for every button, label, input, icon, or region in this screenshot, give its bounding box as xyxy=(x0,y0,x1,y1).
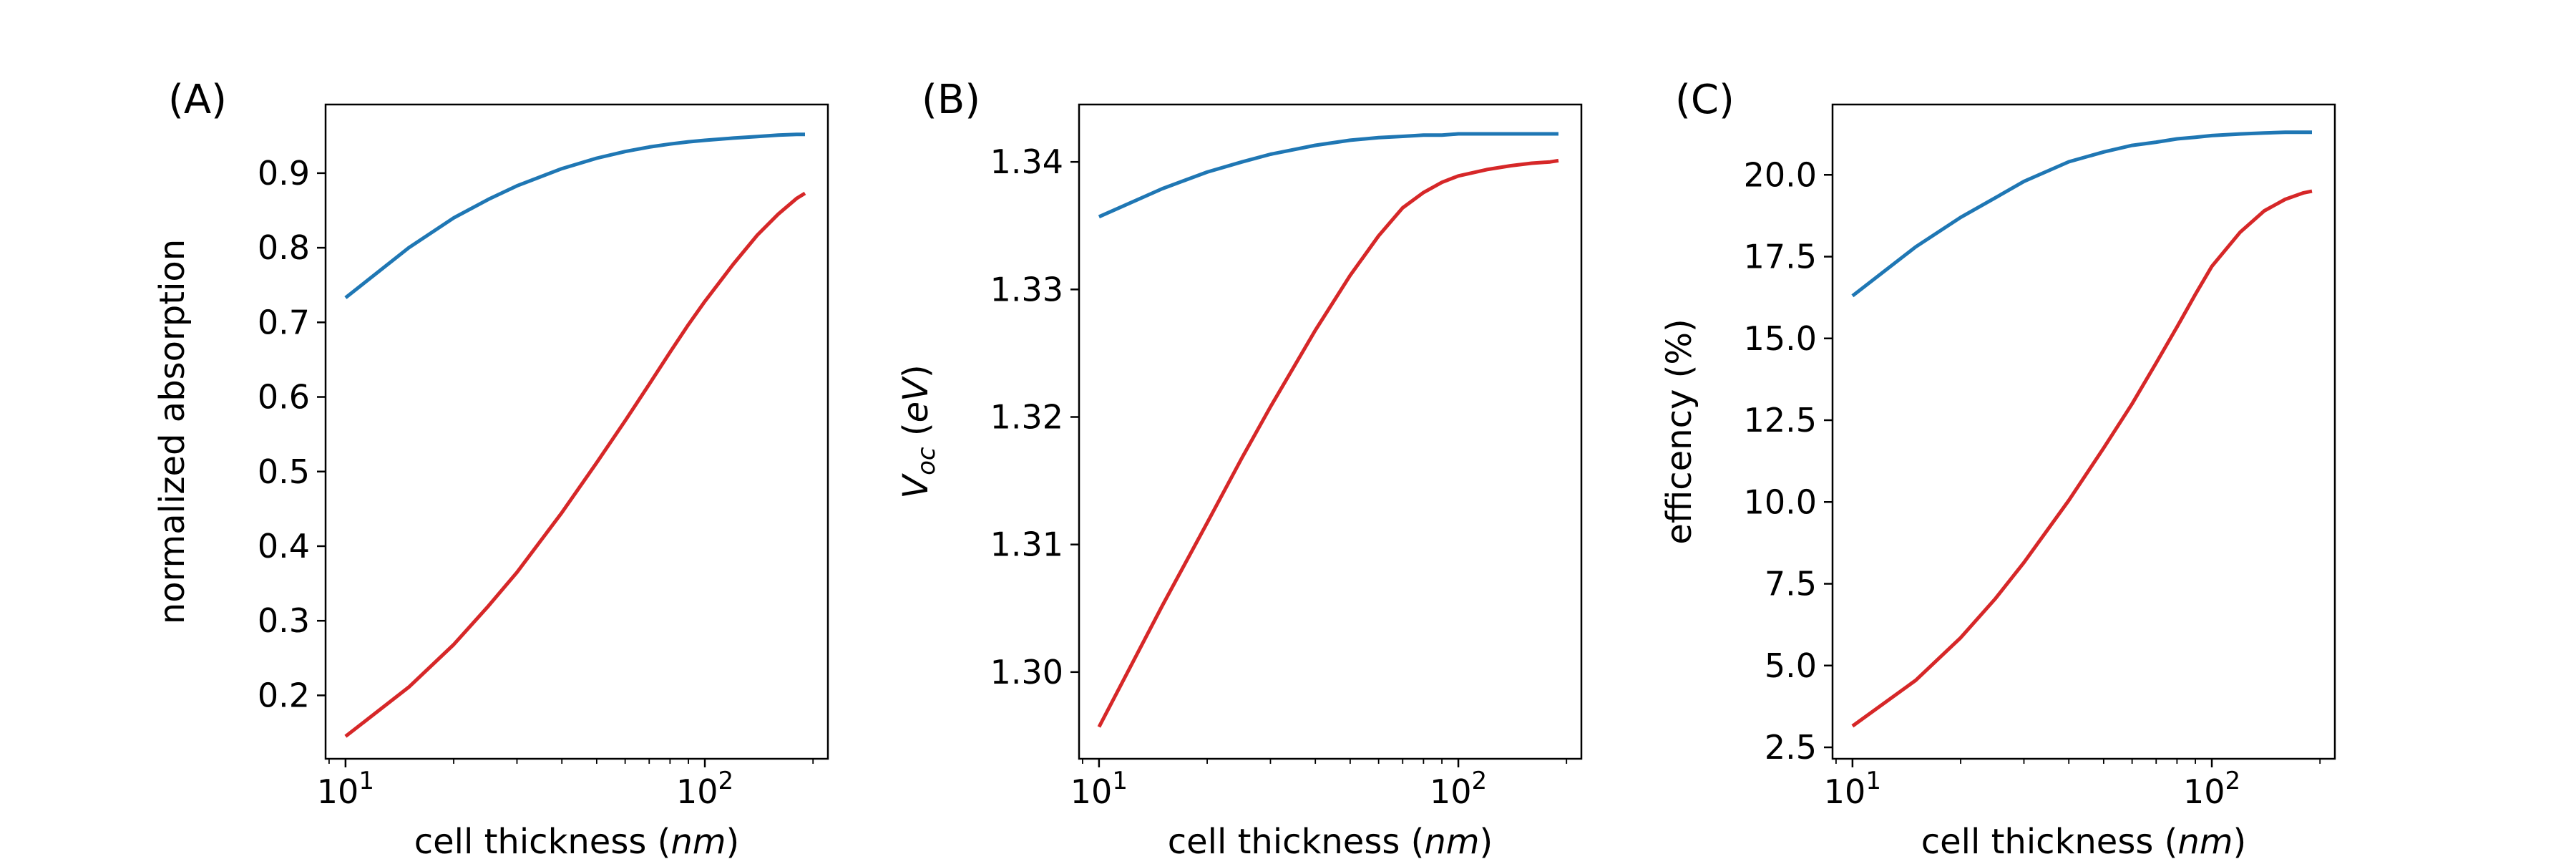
axes-frame xyxy=(324,103,829,760)
x-axis-label-unit: nm xyxy=(1424,822,1479,859)
x-tick-label: 101 xyxy=(1070,767,1128,811)
y-axis-label-subscript: oc xyxy=(912,447,941,475)
y-axis-label-variable: V xyxy=(896,473,936,499)
x-tick-label: 102 xyxy=(2183,767,2240,811)
y-axis-label: efficency (%) xyxy=(1659,319,1699,544)
y-axis-label: normalized absorption xyxy=(152,239,192,624)
y-axis-label-unit: eV xyxy=(896,376,936,423)
x-tick-label-exponent: 1 xyxy=(1865,767,1881,795)
series-line-red xyxy=(344,191,806,738)
y-tick-label: 1.30 xyxy=(990,653,1063,691)
x-tick-label-base: 10 xyxy=(1430,772,1472,811)
x-axis-label-unit: nm xyxy=(2177,822,2233,859)
x-tick-label-exponent: 2 xyxy=(2225,767,2240,795)
y-tick-label: 1.34 xyxy=(990,142,1063,181)
x-axis-label-close: ) xyxy=(726,822,740,859)
series-line-red xyxy=(1851,189,2313,728)
y-tick-label: 0.6 xyxy=(258,378,310,417)
y-tick-label: 10.0 xyxy=(1744,482,1817,521)
y-tick-label: 7.5 xyxy=(1765,565,1817,603)
y-tick-label: 0.8 xyxy=(258,228,310,267)
y-tick-label: 0.3 xyxy=(258,601,310,640)
y-tick-label: 0.7 xyxy=(258,303,310,341)
x-axis-label-text: cell thickness ( xyxy=(1168,822,1425,859)
axes-frame xyxy=(1078,103,1583,760)
y-tick-label: 20.0 xyxy=(1744,155,1817,194)
y-tick-label: 17.5 xyxy=(1744,238,1817,276)
series-line-blue xyxy=(344,132,805,299)
panel-label: (A) xyxy=(168,77,227,123)
y-tick-label: 0.4 xyxy=(258,527,310,566)
panel-label: (B) xyxy=(922,77,980,123)
x-axis-label-unit: nm xyxy=(670,822,726,859)
x-tick-label: 101 xyxy=(1824,767,1881,811)
x-axis-label: cell thickness (nm) xyxy=(1168,822,1493,859)
x-tick-label-exponent: 1 xyxy=(1112,767,1128,795)
x-axis-label-text: cell thickness ( xyxy=(1921,822,2178,859)
x-tick-label-exponent: 1 xyxy=(358,767,374,795)
y-tick-label: 12.5 xyxy=(1744,401,1817,440)
x-axis-label-text: cell thickness ( xyxy=(414,822,671,859)
y-tick-label: 2.5 xyxy=(1765,728,1817,767)
x-tick-label-base: 10 xyxy=(2183,772,2225,811)
x-axis-label-close: ) xyxy=(2233,822,2247,859)
panel-label: (C) xyxy=(1675,77,1735,123)
x-tick-label-base: 10 xyxy=(676,772,718,811)
y-tick-label: 1.33 xyxy=(990,270,1063,309)
y-tick-label: 0.5 xyxy=(258,452,310,491)
y-tick-label: 15.0 xyxy=(1744,319,1817,358)
x-axis-label: cell thickness (nm) xyxy=(1921,822,2247,859)
y-axis-label-text: efficency (%) xyxy=(1659,319,1699,544)
x-axis-label-close: ) xyxy=(1480,822,1493,859)
x-tick-label-base: 10 xyxy=(1824,772,1866,811)
x-tick-label: 102 xyxy=(1430,767,1487,811)
x-tick-label: 102 xyxy=(676,767,733,811)
series-line-blue xyxy=(1098,132,1558,219)
y-tick-label: 1.31 xyxy=(990,525,1063,564)
series-line-blue xyxy=(1851,130,2312,298)
y-axis-label-close: ) xyxy=(896,364,936,378)
x-tick-label-base: 10 xyxy=(317,772,359,811)
y-axis-label-open: ( xyxy=(896,422,936,447)
x-tick-label-base: 10 xyxy=(1070,772,1113,811)
x-tick-label-exponent: 2 xyxy=(1471,767,1487,795)
y-tick-label: 0.9 xyxy=(258,154,310,193)
y-axis-label: Voc (eV) xyxy=(896,364,941,498)
axes-frame xyxy=(1831,103,2336,760)
y-axis-label-text: normalized absorption xyxy=(152,239,192,624)
series-line-red xyxy=(1097,158,1559,728)
y-tick-label: 1.32 xyxy=(990,398,1063,437)
y-tick-label: 0.2 xyxy=(258,676,310,714)
x-tick-label-exponent: 2 xyxy=(718,767,733,795)
y-tick-label: 5.0 xyxy=(1765,646,1817,685)
x-tick-label: 101 xyxy=(317,767,374,811)
x-axis-label: cell thickness (nm) xyxy=(414,822,740,859)
